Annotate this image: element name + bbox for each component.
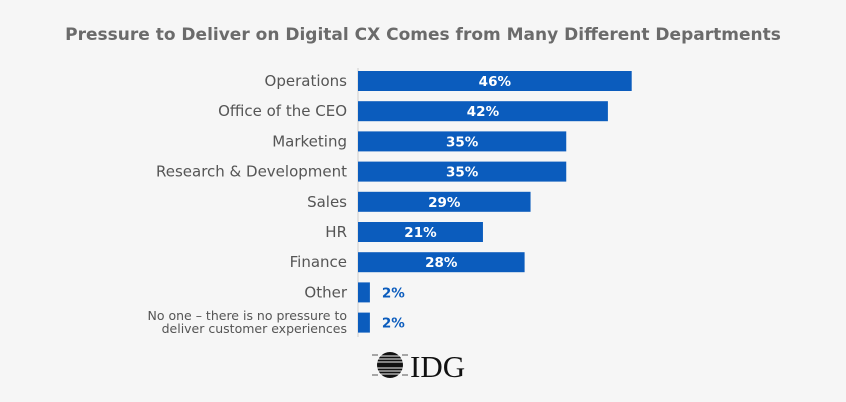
category-label: Marketing	[272, 132, 347, 150]
value-label: 28%	[425, 255, 458, 271]
idg-logo: IDG	[372, 350, 465, 380]
bar-4	[358, 191, 531, 212]
value-label: 46%	[479, 74, 512, 90]
category-label: Finance	[290, 253, 347, 271]
value-label: 35%	[446, 134, 479, 150]
category-label: deliver customer experiences	[162, 321, 347, 336]
category-label: HR	[325, 223, 347, 241]
value-label: 21%	[404, 225, 437, 241]
category-label: Operations	[265, 72, 348, 90]
bar-2	[358, 131, 567, 152]
bar-3	[358, 161, 567, 182]
bar-1	[358, 101, 608, 122]
bar-5	[358, 222, 483, 242]
logo-text: IDG	[410, 350, 465, 380]
bar-7	[358, 282, 370, 303]
value-label: 2%	[382, 316, 405, 332]
globe-icon	[372, 352, 408, 378]
value-label: 42%	[467, 104, 500, 120]
value-label: 29%	[428, 195, 461, 211]
chart-title: Pressure to Deliver on Digital CX Comes …	[65, 25, 781, 45]
category-label: Other	[304, 283, 347, 301]
category-label: Sales	[307, 193, 347, 211]
category-label: Research & Development	[156, 163, 347, 181]
bar-8	[358, 312, 370, 333]
value-label: 2%	[382, 285, 405, 301]
bar-6	[358, 252, 525, 273]
category-label: No one – there is no pressure to	[148, 308, 348, 323]
bar-0	[358, 71, 632, 91]
category-label: Office of the CEO	[218, 102, 347, 120]
value-label: 35%	[446, 165, 479, 181]
